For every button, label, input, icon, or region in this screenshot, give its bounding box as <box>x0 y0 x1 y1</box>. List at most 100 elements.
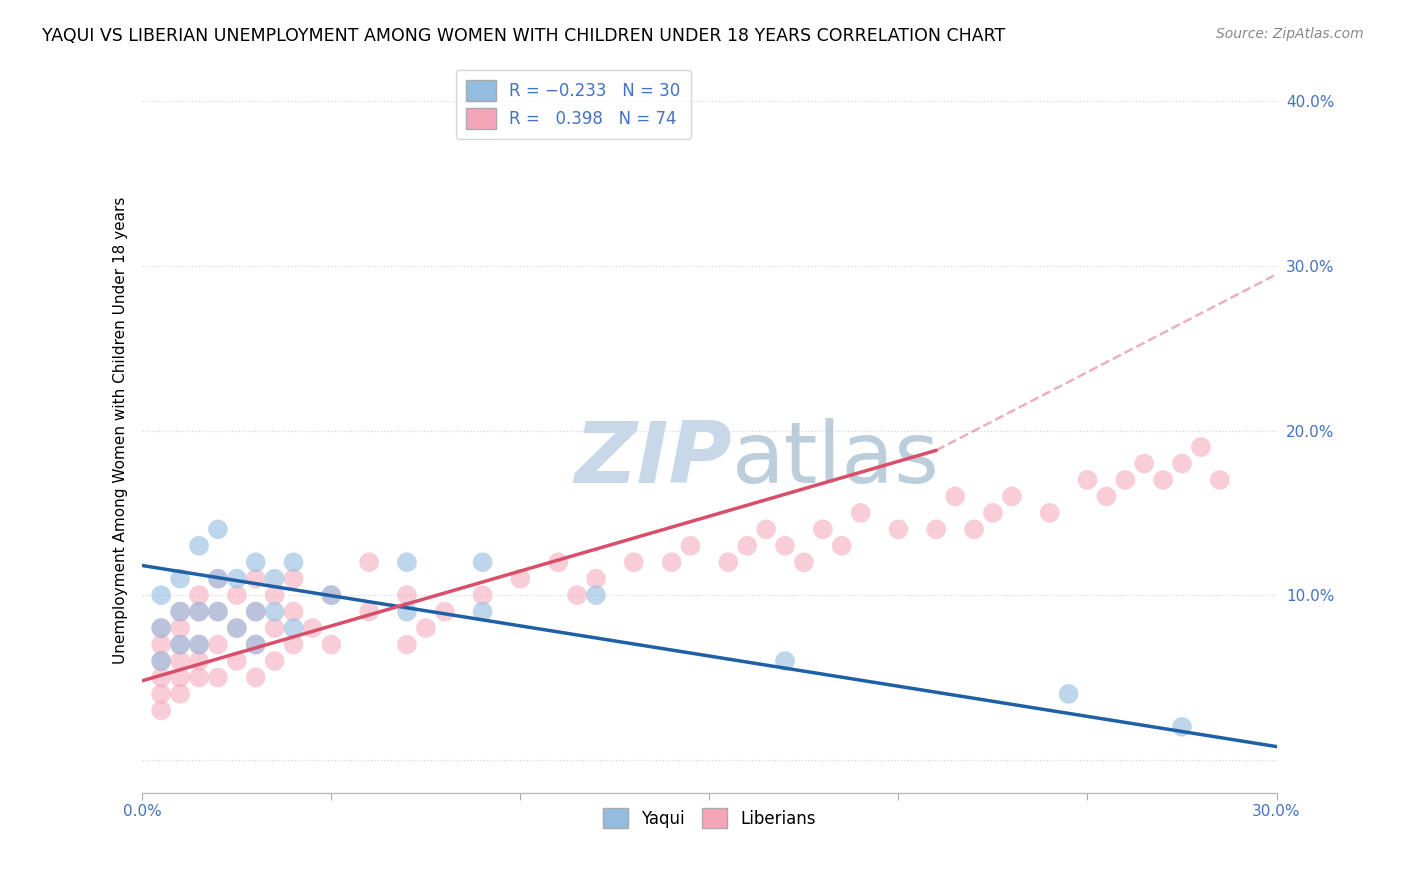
Text: YAQUI VS LIBERIAN UNEMPLOYMENT AMONG WOMEN WITH CHILDREN UNDER 18 YEARS CORRELAT: YAQUI VS LIBERIAN UNEMPLOYMENT AMONG WOM… <box>42 27 1005 45</box>
Point <box>547 555 569 569</box>
Point <box>1133 457 1156 471</box>
Point <box>623 555 645 569</box>
Point <box>207 572 229 586</box>
Point <box>263 621 285 635</box>
Point <box>321 588 343 602</box>
Point <box>245 555 267 569</box>
Y-axis label: Unemployment Among Women with Children Under 18 years: Unemployment Among Women with Children U… <box>114 197 128 665</box>
Point <box>395 588 418 602</box>
Text: Source: ZipAtlas.com: Source: ZipAtlas.com <box>1216 27 1364 41</box>
Point <box>1209 473 1232 487</box>
Text: atlas: atlas <box>733 418 941 501</box>
Point <box>263 588 285 602</box>
Point <box>321 588 343 602</box>
Point <box>150 638 173 652</box>
Point <box>188 539 211 553</box>
Point <box>283 555 305 569</box>
Point <box>471 588 494 602</box>
Point <box>359 605 381 619</box>
Point <box>585 572 607 586</box>
Point <box>225 572 247 586</box>
Point <box>283 605 305 619</box>
Point <box>717 555 740 569</box>
Text: ZIP: ZIP <box>575 418 733 501</box>
Point <box>263 605 285 619</box>
Point <box>207 638 229 652</box>
Point <box>1001 490 1024 504</box>
Point <box>887 522 910 536</box>
Point <box>283 621 305 635</box>
Point <box>245 605 267 619</box>
Point <box>245 670 267 684</box>
Point <box>679 539 702 553</box>
Point <box>565 588 588 602</box>
Point <box>1171 720 1194 734</box>
Point <box>963 522 986 536</box>
Point <box>150 621 173 635</box>
Point <box>150 588 173 602</box>
Point <box>150 654 173 668</box>
Point <box>207 670 229 684</box>
Point <box>433 605 456 619</box>
Point <box>169 572 191 586</box>
Point <box>849 506 872 520</box>
Point <box>395 638 418 652</box>
Point <box>321 638 343 652</box>
Point <box>1189 440 1212 454</box>
Point <box>225 654 247 668</box>
Point <box>169 670 191 684</box>
Point <box>283 572 305 586</box>
Point <box>981 506 1004 520</box>
Point <box>207 522 229 536</box>
Point <box>263 572 285 586</box>
Point <box>1039 506 1062 520</box>
Point <box>169 605 191 619</box>
Point <box>169 687 191 701</box>
Point <box>150 621 173 635</box>
Point <box>225 621 247 635</box>
Point <box>1171 457 1194 471</box>
Point <box>245 572 267 586</box>
Point <box>811 522 834 536</box>
Point <box>831 539 853 553</box>
Point <box>283 638 305 652</box>
Legend: Yaqui, Liberians: Yaqui, Liberians <box>596 801 823 835</box>
Point <box>471 605 494 619</box>
Point <box>773 539 796 553</box>
Point <box>359 555 381 569</box>
Point <box>509 572 531 586</box>
Point <box>263 654 285 668</box>
Point <box>169 638 191 652</box>
Point <box>793 555 815 569</box>
Point <box>1152 473 1174 487</box>
Point <box>188 654 211 668</box>
Point <box>755 522 778 536</box>
Point <box>395 605 418 619</box>
Point <box>150 703 173 717</box>
Point <box>943 490 966 504</box>
Point <box>245 605 267 619</box>
Point <box>471 555 494 569</box>
Point <box>735 539 758 553</box>
Point <box>925 522 948 536</box>
Point <box>207 572 229 586</box>
Point <box>245 638 267 652</box>
Point <box>225 621 247 635</box>
Point <box>207 605 229 619</box>
Point <box>1095 490 1118 504</box>
Point <box>188 638 211 652</box>
Point <box>245 638 267 652</box>
Point <box>395 555 418 569</box>
Point <box>150 654 173 668</box>
Point <box>188 638 211 652</box>
Point <box>188 588 211 602</box>
Point <box>188 670 211 684</box>
Point <box>301 621 323 635</box>
Point <box>415 621 437 635</box>
Point <box>207 605 229 619</box>
Point <box>661 555 683 569</box>
Point <box>1076 473 1098 487</box>
Point <box>150 670 173 684</box>
Point <box>225 588 247 602</box>
Point <box>188 605 211 619</box>
